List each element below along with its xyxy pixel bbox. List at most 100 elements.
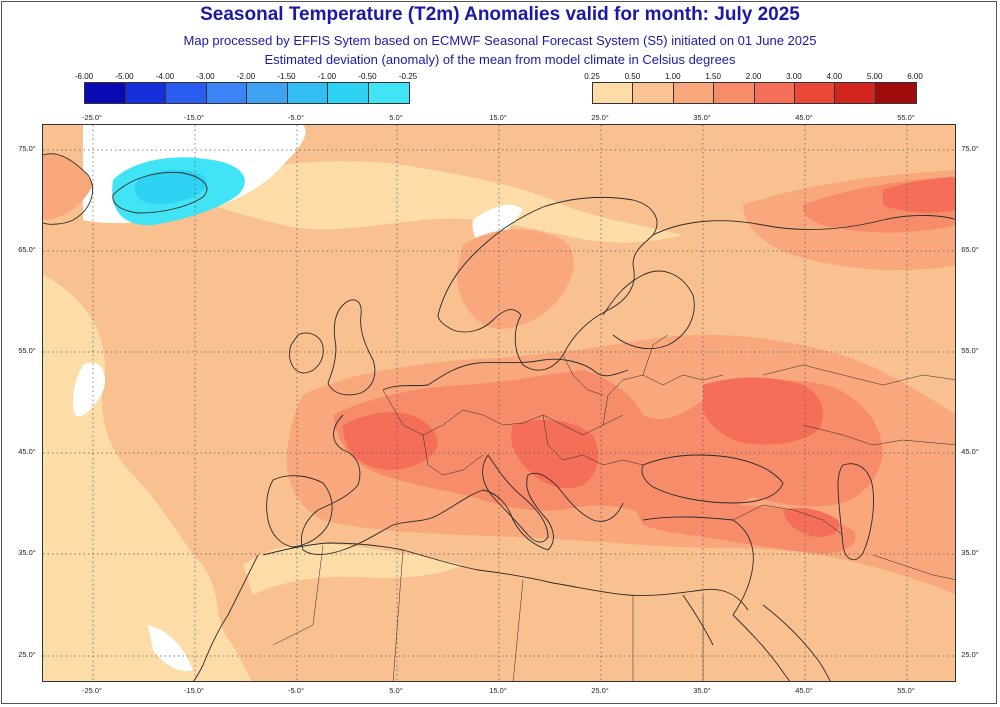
axis-tick-label: 45.0° [795,113,813,122]
coast-scandinavia [437,196,658,371]
axis-tick-label: 35.0° [961,548,979,557]
anomaly-zone-025-africa [243,543,463,595]
legend-swatch [673,83,715,103]
legend-swatch [794,83,836,103]
legend-swatch [754,83,795,103]
legend-label: 5.00 [866,72,883,81]
axis-tick-label: 5.0° [389,686,403,695]
axis-tick-label: -15.0° [183,113,205,122]
axis-tick-label: 15.0° [489,113,507,122]
legend-swatch [368,83,409,103]
anomaly-zone-100-greenland-east [43,154,93,220]
coast-iceland [112,172,208,214]
anomaly-zone-200-france [343,412,438,470]
anomaly-zone-200-balkans [511,419,599,489]
axis-tick-label: 35.0° [693,686,711,695]
legend-label: -1.50 [277,72,296,81]
anomaly-neutral-westafrica [148,625,193,672]
anomaly-cold-050-iceland [134,169,208,205]
legend-swatch [633,83,674,103]
axis-tick-label: 45.0° [961,447,979,456]
legend-warm-scale [592,82,917,104]
legend-label: 3.00 [786,72,802,81]
axis-tick-label: 55.0° [897,686,915,695]
coast-west-africa [192,554,259,681]
axis-tick-label: -5.0° [288,113,304,122]
legend-swatch [287,83,328,103]
legend-swatch [875,83,916,103]
axis-tick-label: 65.0° [961,245,979,254]
legend-label: 0.50 [624,72,641,81]
axis-tick-label: 45.0° [795,686,813,695]
axis-tick-label: 55.0° [897,113,915,122]
legend-swatch [85,83,126,103]
axis-tick-label: 55.0° [18,346,36,355]
coast-finland [602,270,695,349]
axis-tick-label: 25.0° [591,686,609,695]
legend-label: -3.00 [196,72,215,81]
axis-tick-label: 15.0° [489,686,507,695]
map-title: Seasonal Temperature (T2m) Anomalies val… [200,4,800,25]
graticule [43,125,955,681]
legend-label: -0.25 [398,72,418,81]
axis-tick-label: 75.0° [18,144,36,153]
legend-swatch [125,83,166,103]
coast-continent [300,358,629,555]
legend-label: 4.00 [826,72,843,81]
legend-label: -5.00 [115,72,134,81]
axis-tick-label: 65.0° [18,245,36,254]
coast-ireland [289,332,324,374]
anomaly-zone-200-caucasus [783,508,840,537]
legend-label: -0.50 [358,72,377,81]
anomaly-zone-025-north [163,161,683,243]
anomaly-neutral-atlantic-west [73,362,106,417]
anomaly-zone-025-west-africa [133,595,232,681]
axis-tick-label: -25.0° [81,113,103,122]
axis-tick-label: 35.0° [693,113,711,122]
coast-greenland [43,153,93,225]
coast-caspian [837,463,874,561]
coast-britain [327,299,376,396]
axis-tick-label: 25.0° [591,113,609,122]
coast-italy [482,454,549,543]
legend-label: 6.00 [907,72,923,81]
anomaly-zone-200-arctic [883,177,955,213]
coast-red-sea [732,604,831,681]
axis-tick-label: 55.0° [961,346,979,355]
axis-tick-label: -25.0° [81,686,103,695]
legend-label: -2.00 [236,72,256,81]
legend-swatch [835,83,876,103]
legend-swatch [166,83,207,103]
coast-kola [652,215,955,236]
legend-label: 1.50 [705,72,721,81]
legend-swatch [328,83,369,103]
anomaly-map [42,124,956,682]
axis-tick-label: 75.0° [961,144,979,153]
anomaly-zone-200-russia [703,377,823,445]
legend-label: 0.25 [584,72,600,81]
legend-label: 2.00 [745,72,762,81]
map-subtitle-source: Map processed by EFFIS Sytem based on EC… [183,33,817,48]
axis-tick-label: 5.0° [389,113,403,122]
coast-north-africa [262,542,749,611]
legend-label: -1.00 [317,72,337,81]
legend-swatch [593,83,634,103]
legend-cold-scale [84,82,410,104]
axis-tick-label: 35.0° [18,548,36,557]
coast-levant [642,516,754,646]
coastlines [43,153,955,681]
legend-swatch [714,83,755,103]
legend-swatch [247,83,288,103]
legend-label: 1.00 [664,72,681,81]
axis-tick-label: 45.0° [18,447,36,456]
axis-tick-label: 25.0° [18,650,36,659]
axis-tick-label: -5.0° [288,686,304,695]
legend-label: -4.00 [155,72,175,81]
legend-label: -6.00 [74,72,94,81]
legend-swatch [206,83,247,103]
axis-tick-label: 25.0° [961,650,979,659]
axis-tick-label: -15.0° [183,686,205,695]
coast-black-sea [641,454,784,504]
borders [272,334,955,681]
